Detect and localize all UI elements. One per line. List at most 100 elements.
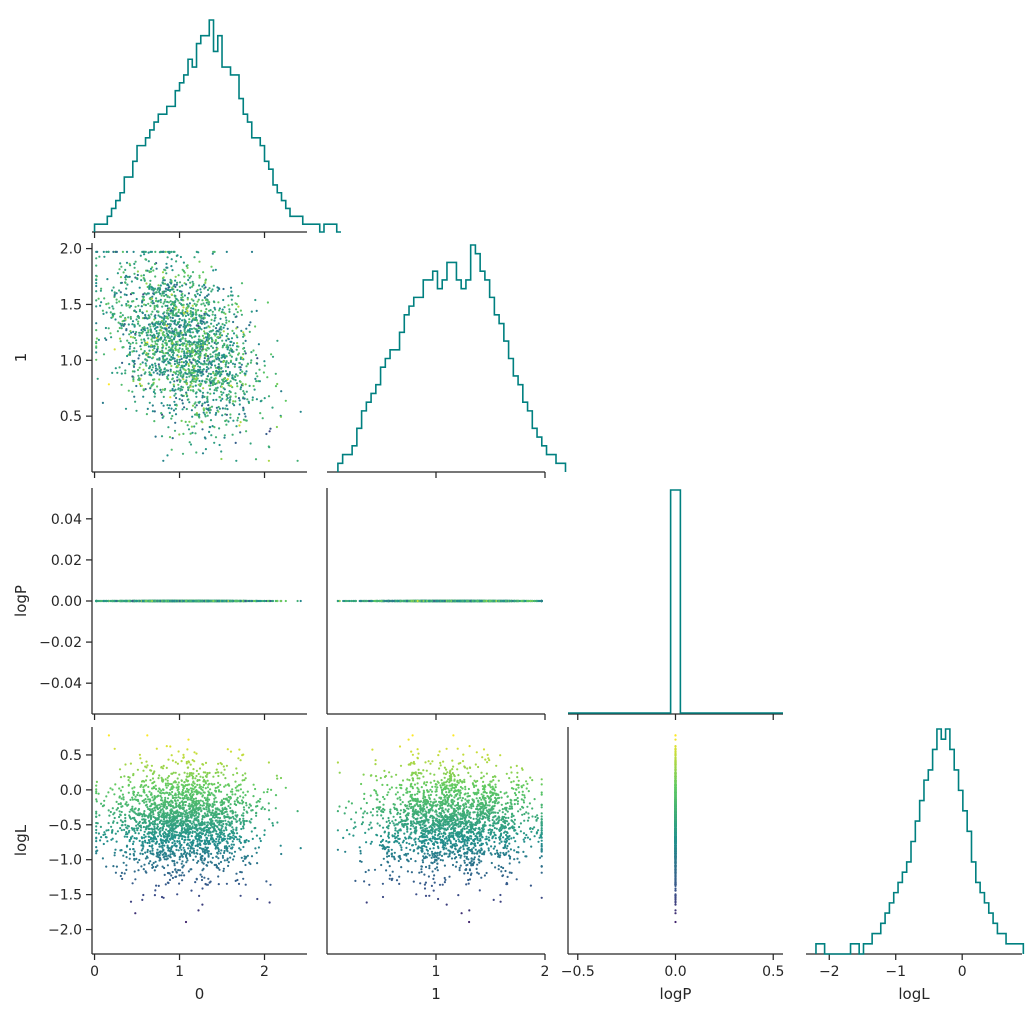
scatter-point bbox=[202, 407, 205, 410]
scatter-point bbox=[243, 412, 246, 415]
scatter-point bbox=[222, 353, 225, 356]
scatter-point bbox=[250, 310, 253, 313]
scatter-point bbox=[216, 341, 220, 344]
scatter-point bbox=[141, 330, 144, 333]
scatter-point bbox=[203, 357, 206, 360]
scatter-point bbox=[253, 388, 256, 391]
scatter-point bbox=[239, 599, 242, 603]
scatter-point bbox=[131, 370, 134, 373]
scatter-point bbox=[138, 286, 141, 289]
scatter-point bbox=[216, 356, 220, 359]
scatter-point bbox=[153, 304, 156, 307]
scatter-point bbox=[143, 329, 147, 332]
scatter-point bbox=[197, 383, 200, 386]
scatter-point bbox=[187, 313, 190, 317]
scatter-point bbox=[123, 319, 126, 322]
scatter-point bbox=[196, 377, 199, 380]
scatter-point bbox=[155, 267, 158, 270]
scatter-point bbox=[142, 368, 145, 371]
scatter-point bbox=[181, 408, 184, 411]
scatter-point bbox=[170, 355, 173, 359]
scatter-point bbox=[229, 360, 232, 364]
scatter-point bbox=[233, 599, 236, 603]
scatter-point bbox=[95, 264, 98, 267]
scatter-point bbox=[228, 352, 231, 355]
scatter-point bbox=[224, 419, 227, 423]
scatter-point bbox=[175, 260, 178, 263]
scatter-point bbox=[163, 317, 166, 320]
scatter-point bbox=[191, 376, 194, 379]
scatter-point bbox=[235, 315, 238, 318]
scatter-point bbox=[141, 361, 144, 364]
scatter-point bbox=[180, 296, 183, 299]
scatter-point bbox=[214, 372, 217, 375]
scatter-point bbox=[95, 322, 98, 325]
scatter-point bbox=[204, 340, 207, 343]
scatter-point bbox=[186, 323, 189, 326]
scatter-point bbox=[177, 308, 180, 311]
scatter-point bbox=[199, 321, 202, 324]
scatter-point bbox=[166, 377, 169, 380]
scatter-point bbox=[150, 368, 153, 371]
scatter-point bbox=[120, 327, 123, 330]
scatter-point bbox=[149, 279, 152, 282]
scatter-point bbox=[162, 358, 165, 361]
scatter-point bbox=[236, 419, 239, 422]
scatter-point bbox=[183, 352, 186, 355]
scatter-point bbox=[204, 281, 207, 284]
scatter-point bbox=[215, 343, 218, 346]
scatter-point bbox=[188, 318, 191, 321]
scatter-point bbox=[147, 355, 150, 359]
scatter-point bbox=[242, 397, 245, 400]
scatter-point bbox=[156, 343, 159, 346]
scatter-point bbox=[268, 430, 271, 433]
scatter-point bbox=[181, 309, 184, 312]
scatter-point bbox=[183, 406, 186, 409]
scatter-point bbox=[101, 401, 104, 404]
scatter-point bbox=[167, 426, 170, 429]
scatter-point bbox=[233, 313, 236, 316]
scatter-point bbox=[231, 433, 234, 436]
scatter-point bbox=[132, 365, 136, 368]
scatter-point bbox=[223, 436, 226, 439]
scatter-point bbox=[172, 285, 175, 288]
scatter-point bbox=[170, 303, 173, 306]
scatter-point bbox=[218, 287, 221, 291]
scatter-point bbox=[178, 325, 181, 328]
scatter-point bbox=[201, 394, 204, 397]
scatter-point bbox=[182, 361, 185, 364]
scatter-point bbox=[107, 327, 110, 330]
scatter-point bbox=[169, 319, 173, 322]
scatter-point bbox=[180, 298, 183, 301]
scatter-point bbox=[172, 356, 175, 359]
scatter-point bbox=[114, 318, 117, 321]
scatter-point bbox=[125, 293, 128, 297]
scatter-point bbox=[213, 341, 216, 344]
scatter-point bbox=[149, 334, 152, 337]
scatter-point bbox=[95, 346, 98, 349]
scatter-point bbox=[206, 343, 209, 346]
scatter-point bbox=[176, 288, 179, 292]
scatter-point bbox=[231, 362, 235, 365]
scatter-point bbox=[263, 599, 266, 603]
scatter-point bbox=[189, 281, 192, 284]
scatter-point bbox=[132, 330, 135, 333]
scatter-point bbox=[185, 379, 188, 382]
scatter-point bbox=[271, 599, 275, 603]
scatter-point bbox=[113, 312, 116, 315]
scatter-point bbox=[160, 435, 164, 438]
scatter-point bbox=[244, 339, 247, 342]
scatter-point bbox=[235, 348, 238, 351]
scatter-point bbox=[180, 419, 183, 422]
scatter-point bbox=[163, 294, 166, 297]
scatter-point bbox=[206, 288, 210, 292]
scatter-point bbox=[131, 350, 134, 353]
scatter-point bbox=[203, 330, 206, 333]
scatter-point bbox=[154, 369, 157, 372]
scatter-point bbox=[192, 599, 195, 603]
scatter-point bbox=[209, 406, 212, 409]
scatter-point bbox=[187, 362, 190, 366]
scatter-point bbox=[219, 399, 222, 402]
scatter-point bbox=[121, 250, 124, 253]
scatter-point bbox=[173, 320, 176, 323]
